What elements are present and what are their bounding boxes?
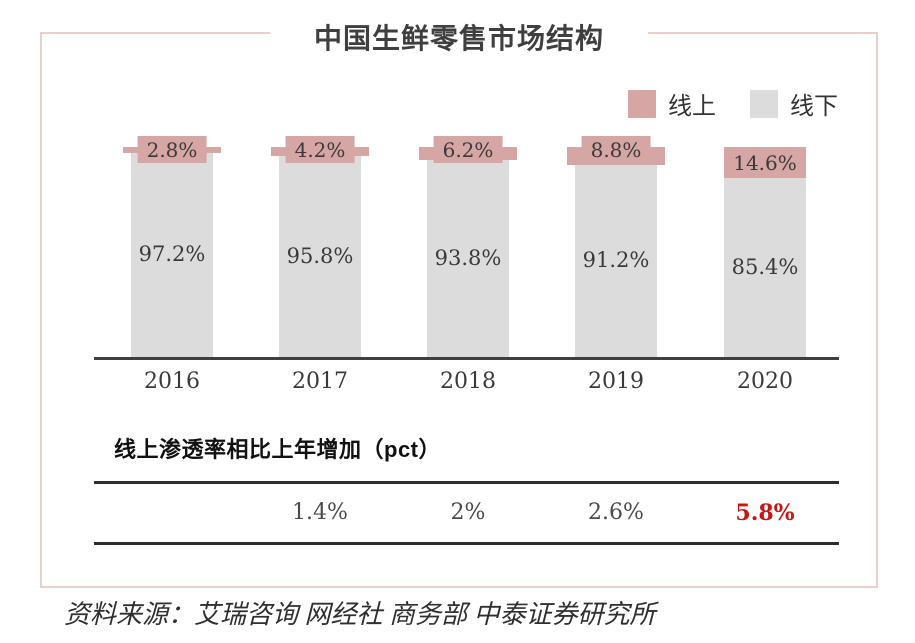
offline-value-label: 91.2% bbox=[582, 248, 650, 272]
offline-swatch-icon bbox=[750, 89, 778, 118]
x-axis-label-2018: 2018 bbox=[440, 369, 496, 394]
penetration-value-2020: 5.8% bbox=[735, 500, 795, 526]
online-value-label: 6.2% bbox=[433, 136, 503, 163]
x-axis-label-2020: 2020 bbox=[737, 369, 793, 394]
source-note: 资料来源：艾瑞咨询 网经社 商务部 中泰证券研究所 bbox=[64, 600, 656, 629]
legend-online-label: 线上 bbox=[668, 93, 716, 120]
penetration-value-2018: 2% bbox=[450, 500, 486, 525]
online-value-label: 8.8% bbox=[581, 136, 651, 163]
legend-item-online: 线上 bbox=[628, 86, 716, 121]
chart-title: 中国生鲜零售市场结构 bbox=[269, 17, 649, 57]
online-swatch-icon bbox=[628, 89, 656, 118]
legend-item-offline: 线下 bbox=[750, 86, 838, 121]
x-axis-label-2019: 2019 bbox=[588, 369, 644, 394]
offline-value-label: 85.4% bbox=[731, 254, 799, 279]
offline-value-label: 95.8% bbox=[286, 243, 354, 268]
chart-frame: 中国生鲜零售市场结构 线上 线下 2.8% 97.2% 2016 4.2% 95.8% 2… bbox=[40, 17, 878, 588]
legend: 线上 线下 bbox=[628, 86, 838, 121]
x-axis-label-2017: 2017 bbox=[292, 369, 348, 394]
stacked-bar-2018: 6.2% 93.8% bbox=[419, 136, 517, 357]
online-value-label: 4.2% bbox=[285, 136, 355, 163]
penetration-heading: 线上渗透率相比上年增加（pct） bbox=[114, 437, 442, 462]
offline-value-label: 93.8% bbox=[434, 245, 502, 270]
stacked-bar-2017: 4.2% 95.8% bbox=[271, 136, 369, 357]
stacked-bar-2016: 2.8% 97.2% bbox=[123, 136, 221, 357]
plot-area: 2.8% 97.2% 2016 4.2% 95.8% 2017 6.2% 93.8% 2018 8… bbox=[94, 136, 839, 394]
penetration-value-2016 bbox=[131, 484, 213, 542]
online-segment: 14.6% bbox=[724, 147, 806, 178]
penetration-value-2019: 2.6% bbox=[588, 500, 644, 525]
online-value-label: 2.8% bbox=[137, 136, 207, 163]
penetration-value-2017: 1.4% bbox=[292, 500, 348, 525]
stacked-bar-2019: 8.8% 91.2% bbox=[567, 136, 665, 357]
penetration-table: 1.4% 2% 2.6% 5.8% bbox=[94, 481, 839, 545]
legend-offline-label: 线下 bbox=[790, 93, 838, 120]
stacked-bar-2020: 14.6% 85.4% bbox=[724, 147, 806, 357]
x-axis-label-2016: 2016 bbox=[144, 369, 200, 394]
offline-value-label: 97.2% bbox=[138, 242, 206, 266]
